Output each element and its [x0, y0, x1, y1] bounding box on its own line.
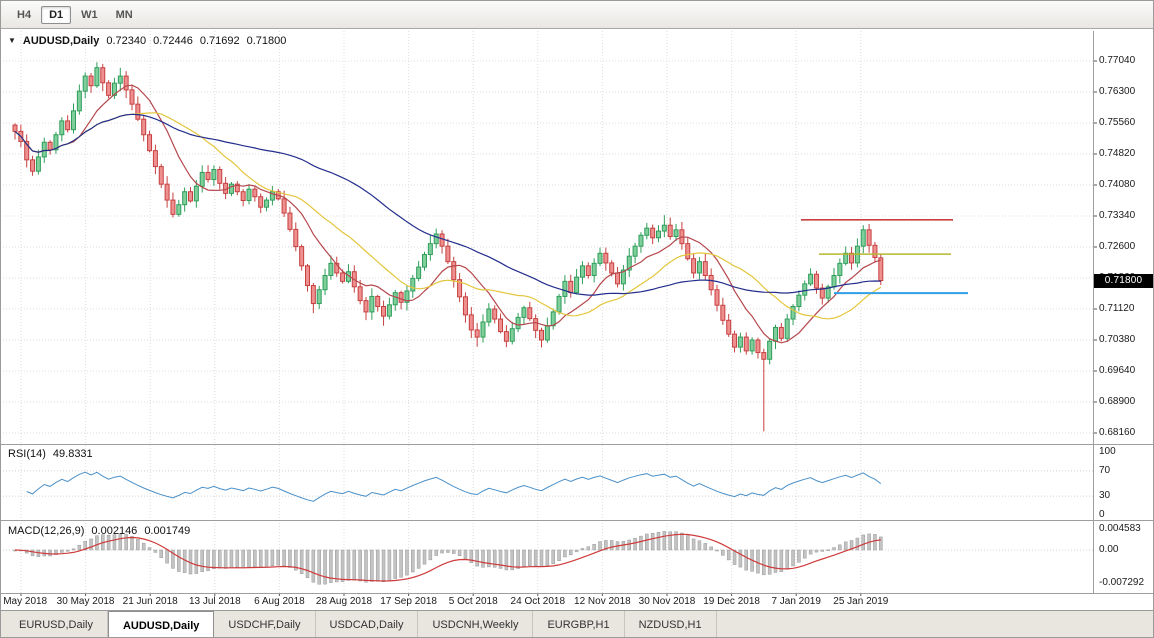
panel-borders: [1, 31, 1153, 594]
ohlc-high-value: 0.72446: [153, 35, 193, 47]
timeframe-button-d1[interactable]: D1: [41, 5, 72, 24]
chart-legend: ▼ AUDUSD,Daily 0.72340 0.72446 0.71692 0…: [8, 35, 286, 47]
macd-signal-value: 0.001749: [144, 525, 191, 537]
timeframe-button-h4[interactable]: H4: [17, 8, 32, 21]
rsi-line: [26, 471, 882, 502]
timeframe-button-mn[interactable]: MN: [115, 8, 133, 21]
timeframe-toolbar: H4 D1 W1 MN: [1, 1, 1153, 29]
rsi-indicator-label: RSI(14) 49.8331: [8, 448, 93, 460]
rsi-layer: [26, 471, 882, 502]
grid-layer: [3, 31, 1097, 596]
sma-21-line: [14, 112, 882, 320]
chart-tabs-bar: EURUSD,Daily AUDUSD,Daily USDCHF,Daily USDC…: [1, 610, 1153, 637]
chart-tab-eurgbp[interactable]: EURGBP,H1: [533, 611, 625, 637]
ohlc-open-value: 0.72340: [106, 35, 147, 47]
chart-tab-audusd[interactable]: AUDUSD,Daily: [107, 611, 215, 637]
macd-signal-line: [14, 533, 881, 582]
sma-50-line: [14, 113, 881, 296]
chart-tab-usdcad[interactable]: USDCAD,Daily: [316, 611, 419, 637]
current-price-badge: 0.71800: [1094, 273, 1153, 288]
chart-tab-usdcnh[interactable]: USDCNH,Weekly: [418, 611, 534, 637]
sma-10-line: [14, 84, 881, 344]
symbol-timeframe-label: AUDUSD,Daily: [22, 35, 100, 47]
ohlc-close-value: 0.71800: [246, 35, 287, 47]
macd-indicator-label: MACD(12,26,9) 0.002146 0.001749: [8, 525, 190, 537]
chart-tab-nzdusd[interactable]: NZDUSD,H1: [625, 611, 717, 637]
chart-tab-usdchf[interactable]: USDCHF,Daily: [214, 611, 316, 637]
chart-collapse-icon[interactable]: ▼: [8, 36, 16, 45]
macd-main-value: 0.002146: [91, 525, 138, 537]
ohlc-low-value: 0.71692: [199, 35, 240, 47]
rsi-name: RSI(14): [8, 448, 46, 460]
candles-layer: [12, 62, 884, 432]
macd-layer: [13, 531, 883, 585]
macd-name: MACD(12,26,9): [8, 525, 85, 537]
rsi-value: 49.8331: [52, 448, 93, 460]
timeframe-button-w1[interactable]: W1: [81, 8, 98, 21]
chart-tab-eurusd[interactable]: EURUSD,Daily: [5, 611, 108, 637]
